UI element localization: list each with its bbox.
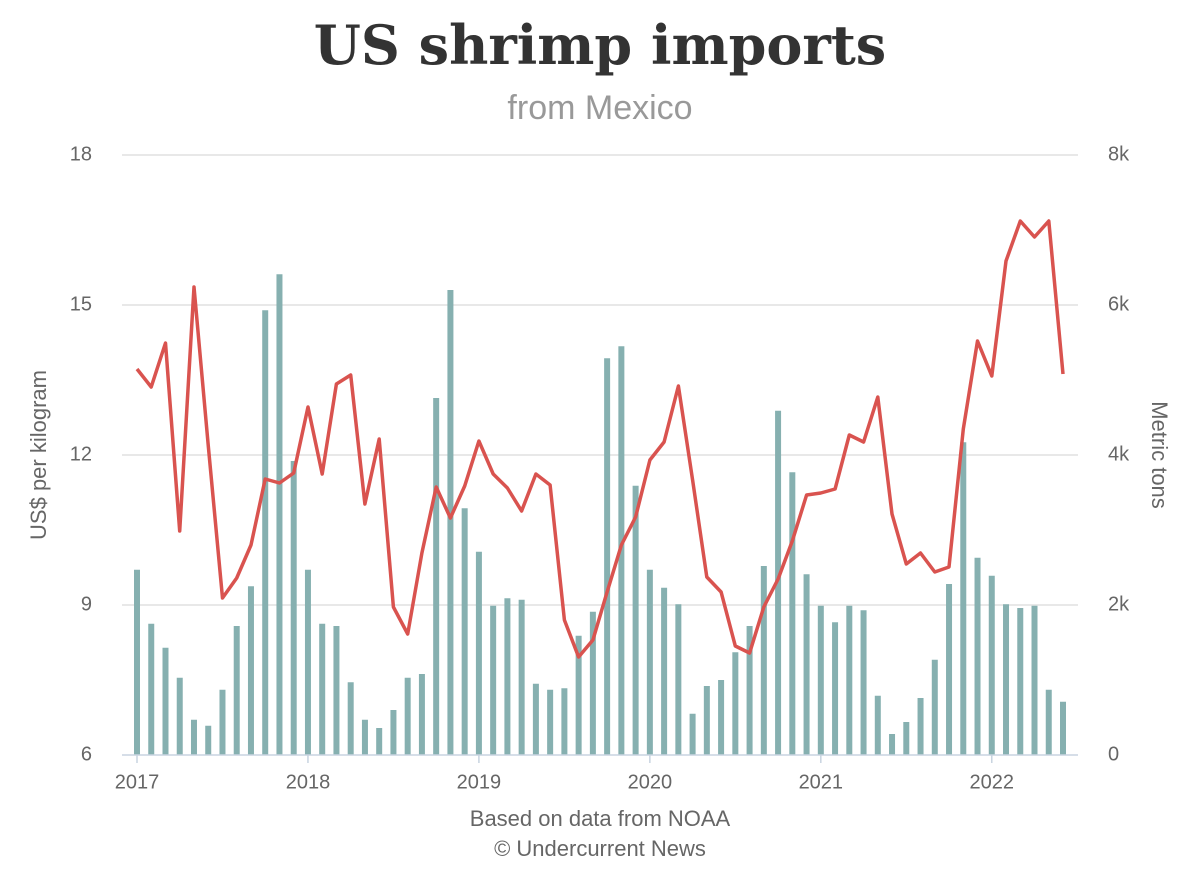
bar — [561, 688, 568, 755]
bar — [134, 569, 140, 755]
bar — [333, 626, 340, 755]
bar — [247, 586, 254, 755]
y2-axis-label: Metric tons — [1147, 401, 1172, 509]
y-tick-label: 15 — [70, 293, 92, 315]
bar — [988, 575, 995, 755]
bar — [504, 598, 511, 755]
y2-tick-label: 8k — [1108, 143, 1130, 165]
bar — [746, 626, 753, 755]
bar — [832, 622, 839, 755]
bar — [661, 587, 668, 755]
y2-tick-label: 4k — [1108, 443, 1130, 465]
x-tick-label: 2019 — [457, 771, 502, 793]
bar — [433, 398, 440, 755]
bar — [960, 442, 967, 755]
bar — [1031, 605, 1038, 755]
bar — [646, 569, 653, 755]
bar — [1017, 608, 1024, 755]
bar — [718, 680, 725, 755]
y-tick-label: 6 — [81, 743, 92, 765]
bar — [347, 682, 354, 755]
bar — [319, 623, 326, 755]
bar — [304, 569, 311, 755]
bar — [276, 274, 283, 755]
bar — [547, 689, 554, 755]
bar — [632, 485, 639, 755]
x-tick-label: 2022 — [970, 771, 1015, 793]
bar — [190, 719, 197, 755]
bar — [817, 605, 824, 755]
y2-tick-label: 0 — [1108, 743, 1119, 765]
bar — [490, 605, 497, 755]
bar — [1060, 701, 1066, 755]
bar — [376, 728, 383, 755]
bar — [205, 725, 212, 755]
bar — [290, 461, 297, 755]
y-tick-label: 12 — [70, 443, 92, 465]
bar — [917, 698, 924, 755]
bar — [361, 719, 368, 755]
bar — [732, 652, 739, 755]
bar — [889, 734, 896, 755]
bar — [1045, 689, 1052, 755]
x-tick-label: 2021 — [799, 771, 844, 793]
bar — [262, 310, 269, 755]
bar — [903, 722, 910, 755]
bar — [760, 566, 767, 755]
bar — [803, 574, 810, 755]
bar — [589, 611, 596, 755]
bar — [518, 599, 525, 755]
bar — [604, 358, 611, 755]
bar — [162, 647, 169, 755]
bar — [390, 710, 397, 755]
bar — [689, 713, 696, 755]
bar — [846, 605, 853, 755]
chart-subtitle: from Mexico — [507, 89, 692, 127]
bar — [575, 635, 582, 755]
x-tick-label: 2018 — [286, 771, 331, 793]
bar — [1003, 604, 1010, 755]
bar — [532, 683, 539, 755]
footer-credit: © Undercurrent News — [494, 836, 706, 861]
x-tick-label: 2017 — [115, 771, 160, 793]
x-tick-label: 2020 — [628, 771, 673, 793]
bar — [233, 626, 240, 755]
line — [135, 219, 1065, 659]
y-axis-label: US$ per kilogram — [26, 370, 51, 540]
y2-tick-label: 6k — [1108, 293, 1130, 315]
bar — [675, 604, 682, 755]
bar — [475, 551, 482, 755]
footer-source: Based on data from NOAA — [470, 806, 731, 831]
y-tick-label: 9 — [81, 593, 92, 615]
bar — [219, 689, 226, 755]
y-tick-label: 18 — [70, 143, 92, 165]
bar — [874, 695, 881, 755]
y2-tick-label: 2k — [1108, 593, 1130, 615]
bar — [974, 557, 981, 755]
chart-title: US shrimp imports — [314, 13, 886, 77]
bar — [946, 584, 953, 755]
bar — [703, 686, 710, 755]
bar — [789, 472, 796, 755]
bar — [176, 677, 183, 755]
bar — [404, 677, 411, 755]
bar — [931, 659, 938, 755]
bar — [860, 610, 867, 755]
bar — [148, 623, 155, 755]
bar — [447, 290, 454, 755]
bar — [461, 508, 468, 755]
bar — [418, 674, 425, 755]
